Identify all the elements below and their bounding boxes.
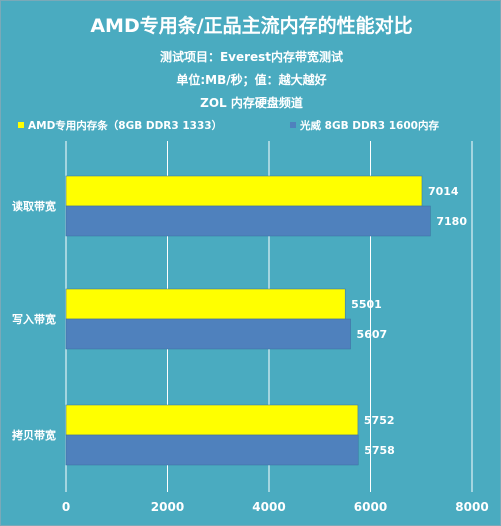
legend-label-0: AMD专用内存条（8GB DDR3 1333） — [28, 119, 222, 132]
x-tick-label-3: 6000 — [354, 500, 387, 514]
legend-swatch-1 — [290, 122, 296, 128]
chart-title: AMD专用条/正品主流内存的性能对比 — [90, 15, 413, 37]
bar-s1-c2 — [65, 434, 359, 466]
data-label-s0-c0: 7014 — [428, 185, 459, 198]
x-tick-label-2: 4000 — [252, 500, 285, 514]
bar-s0-c1 — [65, 288, 346, 320]
legend-label-1: 光威 8GB DDR3 1600内存 — [299, 119, 439, 132]
x-tick-label-1: 2000 — [151, 500, 184, 514]
y-category-label-1: 写入带宽 — [12, 312, 56, 326]
bar-s1-c1 — [65, 318, 351, 350]
chart-subtitle-test-item: 测试项目：Everest内存带宽测试 — [159, 50, 344, 64]
data-label-s0-c1: 5501 — [351, 298, 382, 311]
bar-s1-c0 — [65, 205, 431, 237]
x-tick-label-4: 8000 — [455, 500, 488, 514]
chart-subtitle-source: ZOL 内存硬盘频道 — [200, 96, 303, 110]
data-label-s1-c0: 7180 — [436, 215, 467, 228]
chart-subtitle-unit: 单位:MB/秒；值：越大越好 — [176, 73, 327, 87]
data-label-s1-c1: 5607 — [357, 328, 388, 341]
y-category-label-2: 拷贝带宽 — [12, 428, 56, 442]
data-label-s0-c2: 5752 — [364, 414, 395, 427]
y-category-label-0: 读取带宽 — [12, 199, 56, 213]
x-tick-label-0: 0 — [62, 500, 70, 514]
bar-s0-c0 — [65, 175, 423, 207]
bar-s0-c2 — [65, 404, 359, 436]
data-label-s1-c2: 5758 — [364, 444, 395, 457]
legend-swatch-0 — [18, 122, 24, 128]
